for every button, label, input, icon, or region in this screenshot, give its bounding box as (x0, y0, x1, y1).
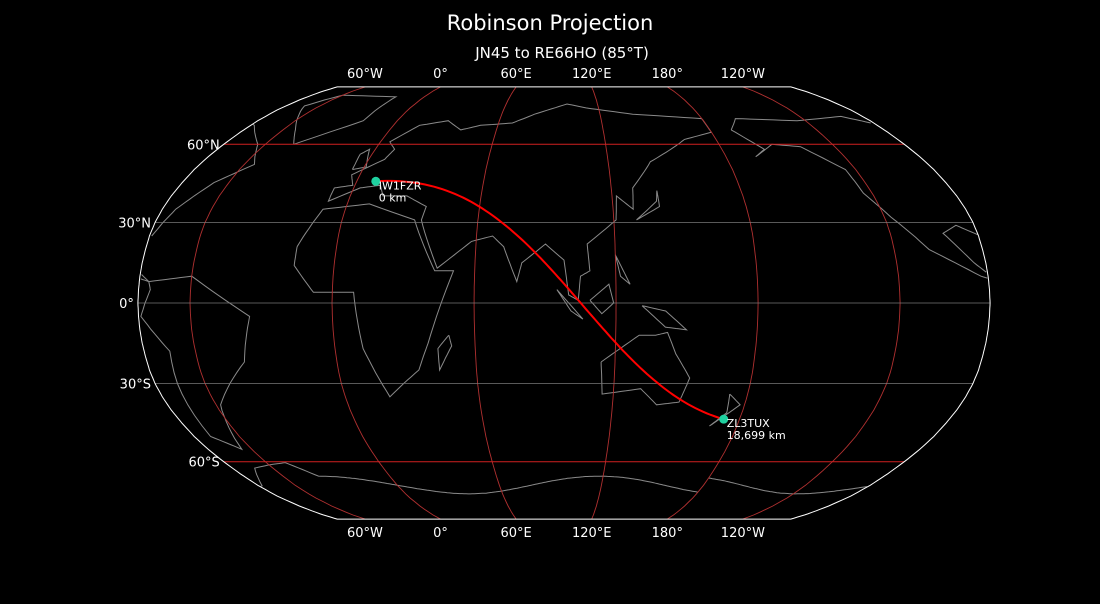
coastline (636, 190, 661, 221)
coastline (730, 129, 988, 279)
meridian-label-top: 120°W (721, 67, 765, 82)
coastline (327, 103, 713, 302)
coastline (293, 203, 455, 398)
station-distance: 18,699 km (727, 429, 786, 442)
coastline (293, 94, 398, 145)
meridian-label-top: 0° (433, 67, 448, 82)
coastline (942, 224, 987, 273)
coastline (641, 305, 689, 331)
route-line (375, 179, 724, 421)
coastline (254, 462, 699, 495)
meridian-label-top: 60°W (347, 67, 383, 82)
parallel-label: 60°S (188, 456, 219, 471)
station-marker (719, 414, 729, 424)
parallel-label: 60°N (187, 138, 220, 153)
graticule (137, 86, 991, 520)
coastline (351, 148, 371, 170)
meridian-label-bottom: 120°W (721, 526, 765, 541)
meridian-label-top: 60°E (500, 67, 531, 82)
station-distance: 0 km (379, 191, 407, 204)
coastline (140, 274, 150, 283)
meridian-label-bottom: 0° (433, 526, 448, 541)
map-title: Robinson Projection (447, 11, 654, 35)
meridian-label-bottom: 180° (652, 526, 683, 541)
meridian-label-top: 120°E (572, 67, 612, 82)
coastline (614, 254, 631, 285)
coastline (556, 289, 584, 320)
coastline (589, 283, 615, 315)
coastline (708, 477, 867, 495)
map-subtitle: JN45 to RE66HO (85°T) (474, 44, 649, 62)
great-circle-path (375, 179, 724, 421)
map-border (137, 86, 991, 520)
coastline (600, 331, 691, 406)
station-callsign: ZL3TUX (727, 417, 770, 430)
station-callsign: IW1FZR (379, 179, 422, 192)
station-marker (371, 176, 381, 186)
meridian-label-top: 180° (652, 67, 683, 82)
parallel-label: 30°S (120, 377, 151, 392)
graticule-labels: 60°W 60°W 0° 0° 60°E 60°E 120°E 120°E 180° 180° 12… (118, 67, 765, 541)
coastlines (140, 94, 988, 495)
coastline (437, 334, 453, 372)
meridian-label-bottom: 60°W (347, 526, 383, 541)
coastline (730, 115, 871, 131)
parallel-label: 30°N (118, 217, 151, 232)
meridian-label-bottom: 120°E (572, 526, 612, 541)
coastline (140, 275, 251, 451)
parallel-label: 0° (119, 297, 134, 312)
meridian-label-bottom: 60°E (500, 526, 531, 541)
coastline (709, 393, 741, 427)
